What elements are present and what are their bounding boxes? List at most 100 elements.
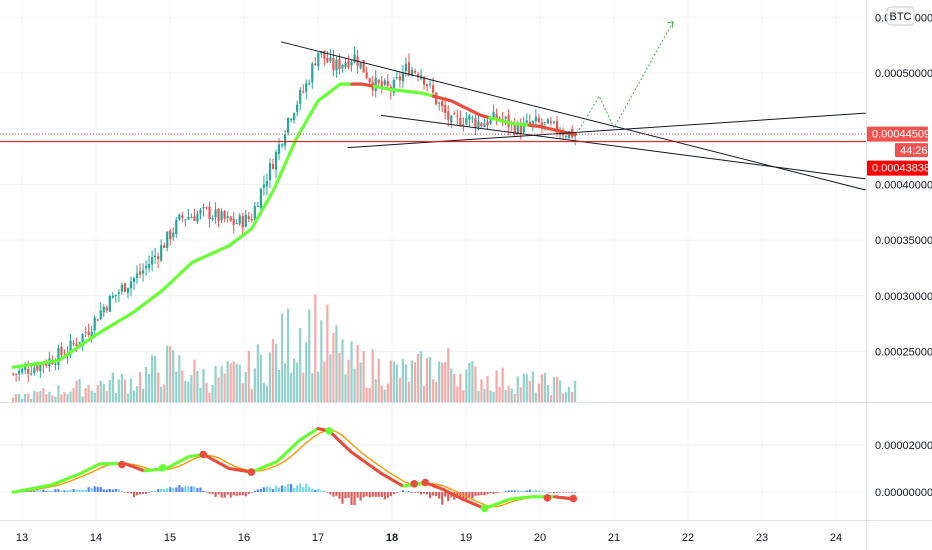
volume-bar [290,372,293,402]
macd-hist-bar [407,491,411,492]
candle-body [447,111,450,121]
macd-hist-bar [401,490,405,492]
volume-bar [456,386,459,402]
volume-bar [441,362,444,402]
projection-path[interactable] [576,21,674,134]
candle-body [456,115,459,117]
macd-hist-bar [302,487,305,492]
candle-body [154,255,157,258]
candle-body [283,134,287,146]
macd-hist-bar [214,492,217,497]
volume-bar [293,358,296,402]
candle-body [489,117,492,124]
volume-bar [338,352,341,402]
volume-bar [471,361,474,402]
macd-hist-bar [187,486,190,492]
volume-bar [432,379,435,402]
candle-body [187,216,190,220]
macd-hist-bar [166,488,169,492]
candle-body [102,306,105,313]
volume-bar [199,387,202,402]
volume-bar [69,391,72,402]
candle-body [468,115,471,120]
volume-bar [492,391,495,402]
time-axis-label: 24 [830,532,842,544]
time-axis-label: 14 [90,532,102,544]
volume-bar [144,367,148,402]
volume-bar [286,308,290,402]
volume-bar [489,390,492,402]
volume-bar [15,394,18,402]
volume-bar [102,383,105,402]
macd-hist-bar [438,492,441,499]
macd-hist-bar [549,492,553,493]
macd-hist-bar [338,492,341,499]
macd-hist-bar [404,491,408,492]
candle-body [555,120,559,133]
macd-hist-bar [42,489,45,492]
volume-bar [341,339,344,402]
candle-body [151,257,154,265]
candle-body [453,113,456,115]
volume-bar [175,371,178,402]
volume-bar [39,390,42,402]
volume-bar [60,394,63,402]
macd-hist-bar [359,492,362,501]
price-axis-label: 0.00040000 [875,179,932,191]
macd-cross-dot [410,479,419,488]
trendline-drawings[interactable] [0,21,866,191]
macd-hist-bar [435,492,438,497]
volume-bar [495,370,498,402]
candle-body [290,119,293,121]
volume-bar [574,380,577,402]
volume-bar [450,368,453,402]
macd-hist-bar [90,488,93,492]
macd-hist-bar [163,489,166,492]
candle-body [462,124,465,126]
macd-hist-bar [474,492,477,496]
macd-hist-bar [459,492,462,497]
volume-bar [468,362,471,402]
candle-body [30,373,33,375]
candle-body [178,214,181,220]
macd-hist-bar [175,487,178,492]
macd-hist-bar [362,492,365,498]
candle-body [286,118,290,133]
volume-bar [93,392,96,402]
macd-hist-bar [305,483,308,492]
candle-body [163,245,166,248]
volume-bar [380,385,383,402]
trendline[interactable] [380,114,866,180]
candle-body [169,230,172,240]
macd-cross-dot [543,494,552,502]
volume-bar [256,344,259,402]
volume-bar [268,352,272,402]
macd-hist-bar [160,488,163,492]
volume-bar [283,363,287,402]
macd-hist-bar [564,492,568,493]
macd-hist-bar [196,488,199,492]
macd-hist-bar [72,489,75,492]
macd-hist-bar [39,490,42,492]
volume-bar [87,385,90,402]
macd-hist-bar [33,490,36,492]
price-axis-label: 0.00035000 [875,235,932,247]
macd-hist-bar [468,492,471,498]
macd-hist-bar [208,492,211,494]
macd-hist-bar [344,492,347,499]
candle-body [341,64,344,69]
volume-bar [444,362,447,402]
macd-hist-bar [268,487,272,492]
macd-hist-bar [157,489,160,492]
symbol-badge[interactable]: BTC [886,6,915,26]
candle-body [33,367,36,374]
volume-bar [323,361,326,402]
candle-body [483,123,486,128]
volume-bar [45,394,48,402]
candle-body [135,273,139,278]
volume-bar [395,364,398,402]
trendline[interactable] [280,41,866,191]
macd-hist-bar [78,489,81,492]
